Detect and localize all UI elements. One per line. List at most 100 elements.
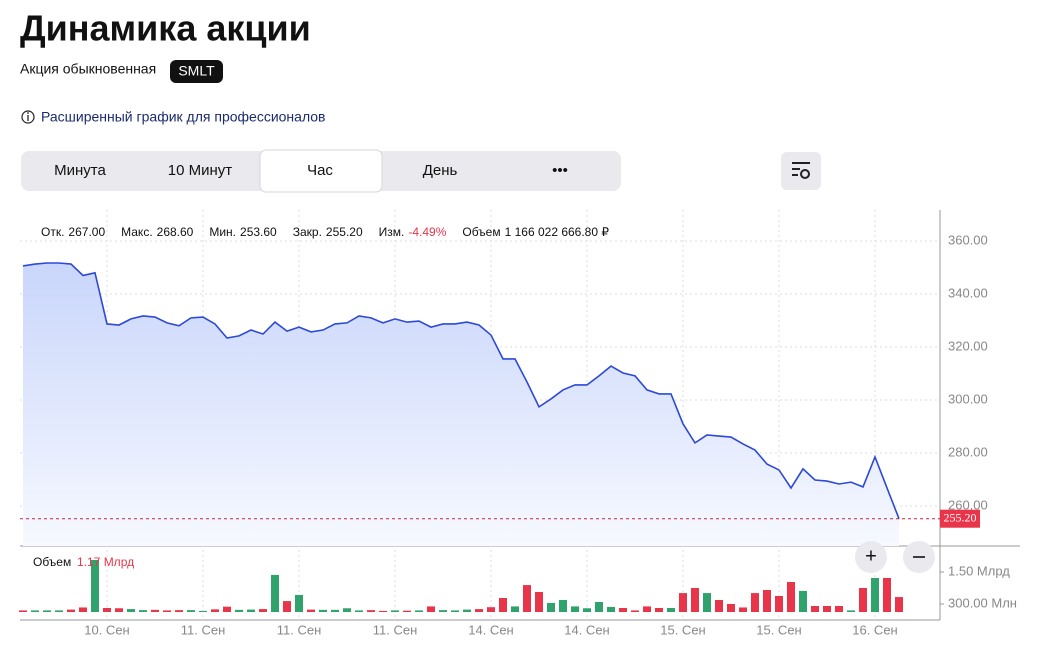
tab[interactable]: Час — [307, 162, 333, 179]
price-area — [23, 262, 899, 546]
volume-bar — [211, 609, 219, 612]
volume-bar — [631, 610, 639, 612]
volume-bar — [535, 592, 543, 612]
volume-bar — [31, 610, 39, 612]
volume-bar — [763, 590, 771, 612]
stat-value: 1 166 022 666.80 ₽ — [505, 225, 610, 239]
volume-bar — [247, 609, 255, 612]
volume-bar — [91, 560, 99, 612]
volume-bar — [163, 610, 171, 612]
volume-bar — [55, 610, 63, 612]
x-tick-label: 16. Сен — [852, 622, 897, 637]
volume-bar — [859, 588, 867, 612]
stat-value: 255.20 — [326, 225, 363, 239]
volume-bar — [811, 606, 819, 612]
volume-bar — [151, 609, 159, 612]
y-tick-label: 320.00 — [948, 338, 988, 353]
volume-bar — [271, 574, 279, 612]
pro-chart-link[interactable]: Расширенный график для профессионалов — [41, 109, 326, 125]
volume-bar — [511, 606, 519, 612]
volume-bar — [223, 606, 231, 612]
x-tick-label: 11. Сен — [373, 622, 418, 637]
zoom-in[interactable] — [855, 541, 887, 573]
volume-bar — [559, 600, 567, 612]
volume-bar — [331, 609, 339, 612]
svg-text:+: + — [865, 545, 877, 567]
volume-bar — [703, 593, 711, 612]
volume-bar — [487, 607, 495, 612]
y-tick-label: 280.00 — [948, 444, 988, 459]
volume-bar — [727, 604, 735, 612]
volume-bar — [259, 609, 267, 612]
volume-value: 1.17 Млрд — [77, 555, 134, 569]
volume-bar — [847, 610, 855, 612]
volume-bar — [295, 594, 303, 612]
volume-bar — [787, 582, 795, 612]
x-tick-label: 11. Сен — [277, 622, 322, 637]
volume-bar — [103, 608, 111, 612]
volume-bar — [739, 607, 747, 612]
y2-tick-label: 1.50 Млрд — [948, 563, 1010, 578]
title: Динамика акции — [20, 8, 311, 49]
stat-label: Закр. — [293, 225, 322, 239]
volume-bar — [571, 606, 579, 612]
tab[interactable]: 10 Минут — [168, 162, 233, 179]
volume-bar — [391, 610, 399, 612]
volume-bar — [583, 608, 591, 612]
volume-bar — [751, 593, 759, 612]
subtitle: Акция обыкновенная — [20, 61, 156, 77]
volume-bar — [895, 597, 903, 612]
volume-bar — [691, 588, 699, 612]
volume-bar — [379, 610, 387, 612]
x-tick-label: 14. Сен — [468, 622, 513, 637]
volume-bar — [367, 610, 375, 612]
stat-value: 267.00 — [68, 225, 105, 239]
y2-tick-label: 300.00 Млн — [948, 595, 1017, 610]
ticker: SMLT — [178, 63, 215, 79]
active-tab-bg — [259, 149, 383, 193]
volume-bar — [475, 609, 483, 612]
volume-label: Объем — [33, 555, 71, 569]
volume-bar — [235, 609, 243, 612]
volume-bar — [775, 596, 783, 612]
info-icon — [21, 110, 35, 124]
volume-bar — [427, 606, 435, 612]
volume-bar — [79, 607, 87, 612]
volume-bar — [883, 578, 891, 612]
x-tick-label: 15. Сен — [660, 622, 705, 637]
volume-bar — [43, 610, 51, 612]
volume-bar — [823, 606, 831, 612]
x-tick-label: 15. Сен — [756, 622, 801, 637]
stat-value: 253.60 — [240, 225, 277, 239]
volume-bar — [19, 610, 27, 612]
price-line — [22, 262, 900, 519]
volume-bar — [523, 585, 531, 612]
stat-label: Макс. — [121, 225, 153, 239]
volume-bar — [595, 602, 603, 612]
y-tick-label: 300.00 — [948, 391, 988, 406]
stat-label: Отк. — [41, 225, 64, 239]
x-tick-label: 11. Сен — [181, 622, 226, 637]
stat-label: Мин. — [209, 225, 236, 239]
volume-bar — [655, 608, 663, 612]
ticker-badge — [170, 60, 223, 83]
volume-bar — [643, 606, 651, 612]
volume-bar — [547, 602, 555, 612]
volume-bar — [607, 606, 615, 612]
y-tick-label: 340.00 — [948, 285, 988, 300]
volume-bar — [319, 609, 327, 612]
volume-bar — [67, 609, 75, 612]
volume-bar — [175, 610, 183, 612]
volume-bar — [679, 593, 687, 612]
stat-value: 268.60 — [157, 225, 194, 239]
stat-value: -4.49% — [408, 225, 446, 239]
tab[interactable]: День — [423, 162, 458, 179]
volume-bar — [415, 610, 423, 612]
tab[interactable]: ••• — [552, 162, 568, 179]
stat-label: Объем — [462, 225, 500, 239]
tab[interactable]: Минута — [54, 162, 106, 179]
last-price-badge — [940, 509, 980, 528]
volume-bar — [499, 598, 507, 612]
volume-bar — [283, 601, 291, 612]
volume-bar — [715, 600, 723, 612]
